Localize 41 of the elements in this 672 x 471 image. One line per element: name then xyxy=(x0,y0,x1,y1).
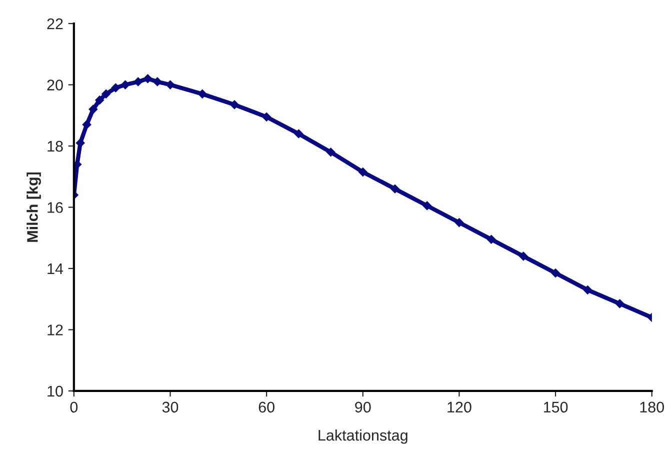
point xyxy=(583,285,592,294)
point xyxy=(262,112,272,122)
point xyxy=(111,83,120,92)
y-tick-label: 14 xyxy=(48,263,64,274)
point xyxy=(486,234,496,244)
point xyxy=(102,90,110,98)
point xyxy=(143,74,152,84)
y-tick-label: 16 xyxy=(48,202,63,213)
y-tick-label: 18 xyxy=(48,140,63,152)
point xyxy=(615,299,624,308)
point xyxy=(230,100,239,110)
point xyxy=(88,104,98,114)
point xyxy=(82,120,92,130)
point xyxy=(390,184,400,194)
x-axis-title: Laktationstag xyxy=(318,429,408,444)
x-tick-label: 30 xyxy=(162,402,178,413)
point xyxy=(95,96,104,105)
y-axis-title: Milch [kg] xyxy=(26,172,41,242)
y-tick-label: 20 xyxy=(47,80,63,90)
y-tick-label: 10 xyxy=(48,386,63,397)
point xyxy=(198,90,207,98)
x-tick-label: 0 xyxy=(70,402,78,413)
point xyxy=(551,268,560,278)
y-tick-label: 12 xyxy=(48,324,63,336)
x-tick-label: 150 xyxy=(544,402,568,413)
point xyxy=(294,129,304,138)
point xyxy=(326,148,336,157)
x-tick-label: 180 xyxy=(640,402,664,413)
point xyxy=(454,218,464,227)
point xyxy=(120,80,130,90)
point xyxy=(422,201,432,210)
x-tick-label: 120 xyxy=(448,402,472,413)
point xyxy=(76,138,85,148)
point xyxy=(134,77,143,86)
x-tick-label: 60 xyxy=(258,402,274,413)
point xyxy=(518,252,528,261)
y-tick-label: 22 xyxy=(47,18,63,30)
x-tick-label: 90 xyxy=(355,402,371,413)
point xyxy=(166,80,175,90)
point xyxy=(152,77,162,86)
point xyxy=(358,168,368,176)
